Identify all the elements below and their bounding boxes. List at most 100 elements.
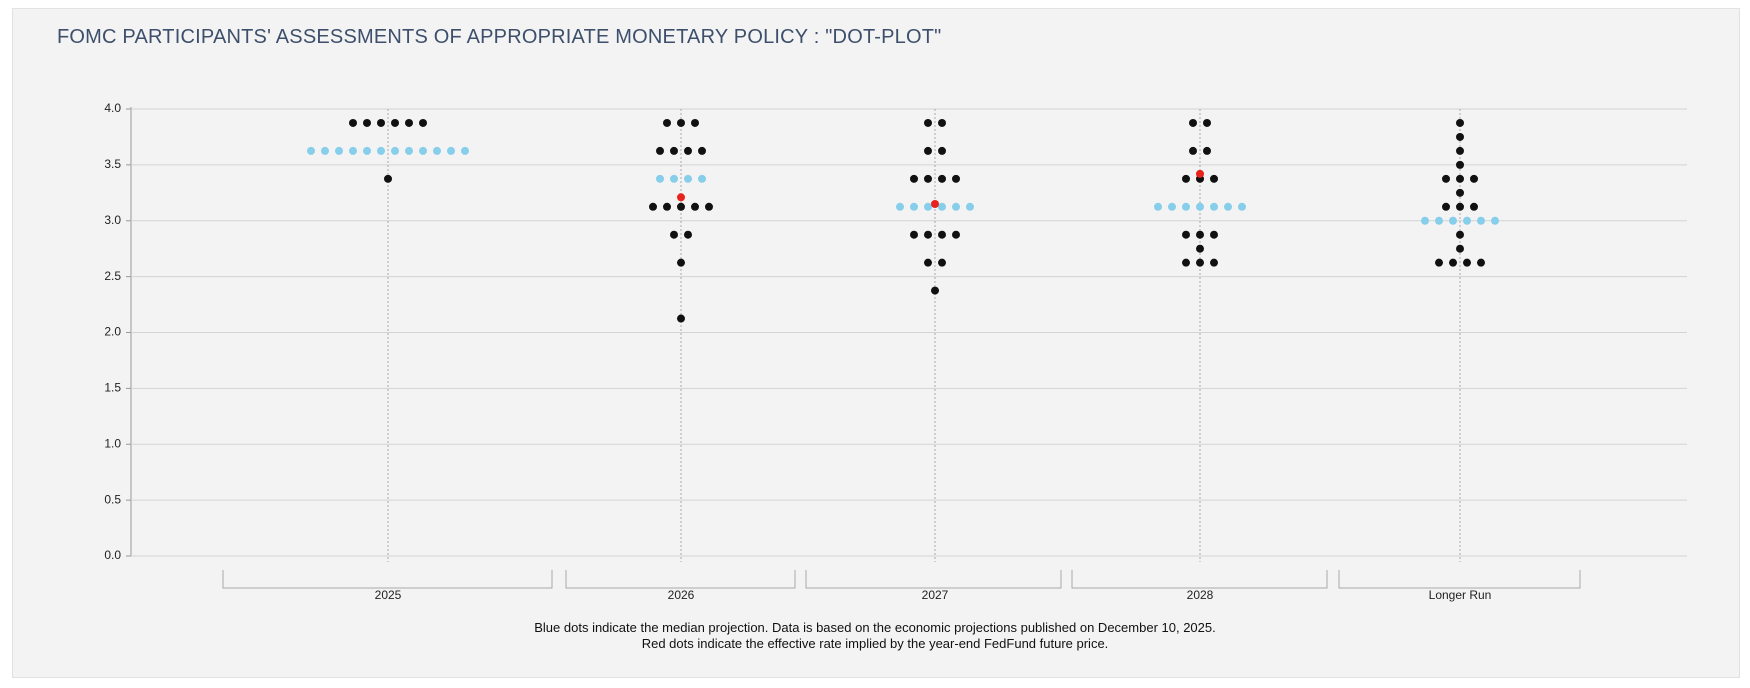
median-dot xyxy=(952,202,960,211)
median-dot xyxy=(896,202,904,211)
footnote: Blue dots indicate the median projection… xyxy=(534,620,1216,635)
y-tick-label: 2.0 xyxy=(104,325,121,339)
dot xyxy=(684,230,692,239)
dot xyxy=(1182,230,1190,239)
dot xyxy=(691,118,699,127)
x-tick-label: 2028 xyxy=(1186,588,1214,602)
median-dot xyxy=(684,174,692,183)
median-dot xyxy=(447,146,455,155)
implied-dot xyxy=(677,193,685,202)
dot xyxy=(363,118,371,127)
median-dot xyxy=(1477,216,1485,225)
chart-title: FOMC PARTICIPANTS' ASSESSMENTS OF APPROP… xyxy=(57,26,942,48)
dot xyxy=(1182,174,1190,183)
x-tick-label: 2025 xyxy=(374,588,402,602)
dot xyxy=(938,174,946,183)
median-dot xyxy=(966,202,974,211)
dot xyxy=(924,118,932,127)
dot xyxy=(1456,188,1464,197)
y-tick-label: 1.5 xyxy=(104,381,121,395)
dot xyxy=(910,230,918,239)
footnote: Red dots indicate the effective rate imp… xyxy=(641,636,1109,651)
y-tick-label: 0.5 xyxy=(104,492,121,506)
median-dot xyxy=(307,146,315,155)
median-dot xyxy=(1491,216,1499,225)
median-dot xyxy=(1421,216,1429,225)
dot xyxy=(1442,202,1450,211)
median-dot xyxy=(1182,202,1190,211)
median-dot xyxy=(419,146,427,155)
x-tick-label: 2026 xyxy=(667,588,695,602)
dot xyxy=(1189,146,1197,155)
implied-dot xyxy=(931,199,939,208)
median-dot xyxy=(349,146,357,155)
dot xyxy=(677,202,685,211)
dot xyxy=(1196,244,1204,253)
dot xyxy=(938,146,946,155)
median-dot xyxy=(335,146,343,155)
dot xyxy=(405,118,413,127)
median-dot xyxy=(1196,202,1204,211)
dot xyxy=(677,118,685,127)
dot xyxy=(663,118,671,127)
dot xyxy=(1456,118,1464,127)
dot xyxy=(924,258,932,267)
dot xyxy=(924,230,932,239)
median-dot xyxy=(656,174,664,183)
dot xyxy=(924,174,932,183)
dot xyxy=(1196,258,1204,267)
dot xyxy=(1196,230,1204,239)
chart-panel xyxy=(12,8,1740,678)
dot xyxy=(677,258,685,267)
dot xyxy=(1210,174,1218,183)
category-bracket xyxy=(1338,570,1581,589)
median-dot xyxy=(1168,202,1176,211)
dot xyxy=(1456,202,1464,211)
dot xyxy=(1477,258,1485,267)
median-dot xyxy=(405,146,413,155)
dot xyxy=(1470,174,1478,183)
median-dot xyxy=(1154,202,1162,211)
dot xyxy=(677,314,685,323)
y-tick-label: 2.5 xyxy=(104,269,121,283)
category-bracket xyxy=(1071,570,1328,589)
y-tick-label: 3.5 xyxy=(104,157,121,171)
median-dot xyxy=(363,146,371,155)
dot xyxy=(698,146,706,155)
dot xyxy=(670,230,678,239)
median-dot xyxy=(938,202,946,211)
dot xyxy=(391,118,399,127)
y-tick-label: 4.0 xyxy=(104,101,121,115)
median-dot xyxy=(670,174,678,183)
dot xyxy=(938,258,946,267)
x-tick-label: Longer Run xyxy=(1428,588,1492,602)
median-dot xyxy=(1463,216,1471,225)
dot xyxy=(691,202,699,211)
dot xyxy=(1456,174,1464,183)
y-tick-label: 3.0 xyxy=(104,213,121,227)
dot xyxy=(952,230,960,239)
y-tick-label: 0.0 xyxy=(104,548,121,562)
dot xyxy=(1210,230,1218,239)
dot xyxy=(1189,118,1197,127)
median-dot xyxy=(1435,216,1443,225)
dot xyxy=(1442,174,1450,183)
dot xyxy=(705,202,713,211)
implied-dot xyxy=(1196,169,1204,178)
median-dot xyxy=(321,146,329,155)
dot xyxy=(663,202,671,211)
dot xyxy=(910,174,918,183)
dot xyxy=(684,146,692,155)
dot xyxy=(1463,258,1471,267)
median-dot xyxy=(1224,202,1232,211)
median-dot xyxy=(1238,202,1246,211)
dot xyxy=(931,286,939,295)
dot xyxy=(656,146,664,155)
dot xyxy=(1456,160,1464,169)
dot xyxy=(938,230,946,239)
dot xyxy=(670,146,678,155)
median-dot xyxy=(461,146,469,155)
median-dot xyxy=(924,202,932,211)
dot xyxy=(924,146,932,155)
dot xyxy=(1435,258,1443,267)
